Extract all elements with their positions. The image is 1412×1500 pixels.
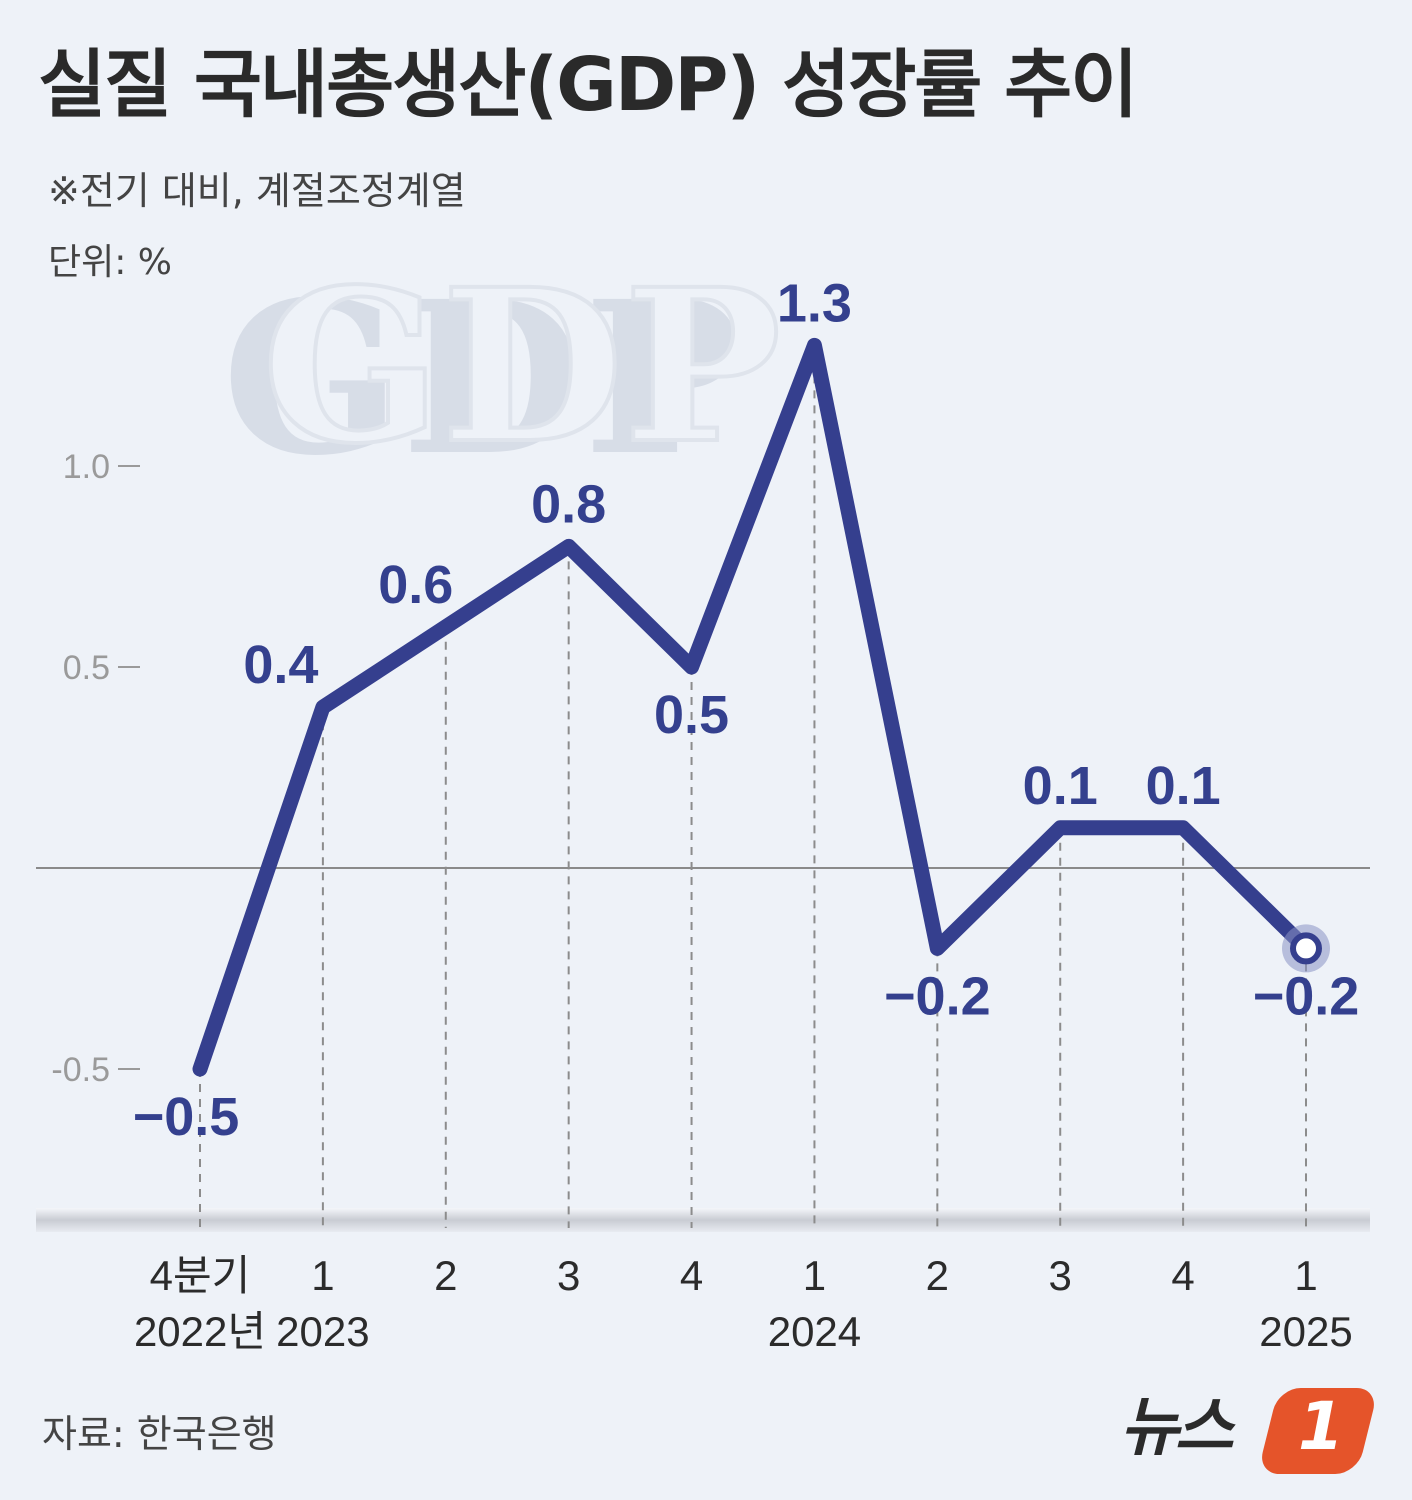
x-year-label: 2024 [768, 1308, 861, 1355]
last-point-marker [1290, 932, 1322, 965]
x-quarter-label: 2 [434, 1252, 457, 1299]
data-label: 0.1 [1023, 756, 1098, 816]
x-quarter-label: 2 [926, 1252, 949, 1299]
x-year-label: 2025 [1259, 1308, 1352, 1355]
watermark-text: GDP [262, 243, 781, 490]
x-year-label: 2022년 [134, 1308, 266, 1355]
logo-text: 뉴스 [1120, 1391, 1234, 1465]
x-quarter-label: 1 [311, 1252, 334, 1299]
watermark-shadow-text: GDP [222, 255, 741, 502]
data-label: −0.5 [133, 1087, 240, 1147]
x-quarter-label: 4 [1171, 1252, 1194, 1299]
x-quarter-label: 4분기 [150, 1252, 251, 1299]
x-quarter-label: 1 [803, 1252, 826, 1299]
x-year-label: 2023 [276, 1308, 369, 1355]
y-tick-label: 0.5 [63, 649, 110, 687]
x-quarter-label: 3 [557, 1252, 580, 1299]
logo-badge-number: 1 [1298, 1388, 1344, 1465]
source-label: 자료: 한국은행 [42, 1412, 277, 1456]
x-quarter-label: 4 [680, 1252, 703, 1299]
chart-subtitle: ※전기 대비, 계절조정계열 [48, 169, 466, 213]
y-tick-label: -0.5 [51, 1051, 110, 1089]
data-label: −0.2 [1253, 966, 1360, 1026]
y-tick-label: 1.0 [63, 448, 110, 486]
data-label: 0.4 [243, 635, 318, 695]
news1-logo: 뉴스 1 [1120, 1388, 1379, 1480]
data-label: 0.1 [1146, 756, 1221, 816]
gdp-growth-line [192, 337, 1314, 1077]
x-quarter-label: 1 [1294, 1252, 1317, 1299]
x-quarter-label: 3 [1049, 1252, 1072, 1299]
chart-title: 실질 국내총생산(GDP) 성장률 추이 [38, 42, 1138, 128]
data-label: 0.5 [654, 685, 729, 745]
data-label: 0.6 [378, 555, 453, 615]
gdp-line-chart: GDP GDP 1.0 0.5 -0.5 4분기 2022년 1 2023 2 3 4 1 2024… [36, 241, 1370, 1355]
gdp-watermark: GDP GDP [222, 241, 783, 502]
data-label: 1.3 [777, 273, 852, 333]
unit-label: 단위: % [48, 242, 173, 283]
data-label: 0.8 [531, 474, 606, 534]
chart-floor [36, 1208, 1370, 1232]
data-label: −0.2 [884, 966, 991, 1026]
